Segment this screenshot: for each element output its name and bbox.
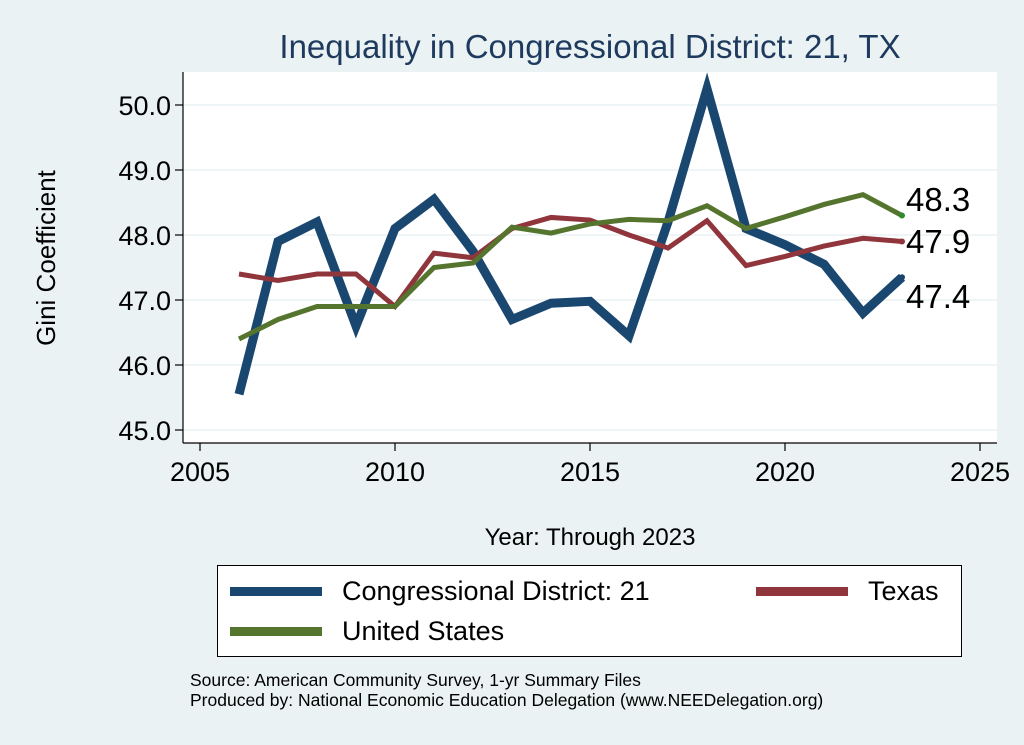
y-tick-label: 49.0 [118, 156, 171, 186]
x-axis-label: Year: Through 2023 [485, 524, 696, 551]
legend-label-texas: Texas [868, 576, 939, 606]
end-label-us: 48.3 [906, 181, 970, 218]
chart: 45.0 46.0 47.0 48.0 49.0 50.0 2005 2010 2015 2020… [31, 28, 1010, 551]
x-tick-label: 2015 [560, 457, 620, 487]
y-tick-label: 46.0 [118, 351, 171, 381]
x-tick-label: 2010 [365, 457, 425, 487]
chart-title: Inequality in Congressional District: 21… [279, 28, 900, 65]
legend-label-us: United States [342, 616, 505, 646]
plot-area [183, 72, 997, 443]
end-label-texas: 47.9 [906, 223, 970, 260]
source-note: Source: American Community Survey, 1-yr … [190, 670, 823, 710]
legend-item-district: Congressional District: 21 [230, 576, 650, 607]
end-point [899, 274, 905, 281]
series-line-us [237, 192, 904, 342]
end-point [899, 212, 905, 219]
legend-swatch-us [230, 627, 322, 636]
x-tick-label: 2005 [170, 457, 230, 487]
source-line-2: Produced by: National Economic Education… [190, 690, 824, 710]
x-tick-label: 2020 [755, 457, 815, 487]
y-tick-label: 45.0 [118, 416, 171, 446]
x-tick-label: 2025 [950, 457, 1010, 487]
end-label-district: 47.4 [906, 278, 970, 315]
legend-swatch-district [230, 587, 322, 596]
y-tick-label: 50.0 [118, 91, 171, 121]
y-axis-label: Gini Coefficient [31, 169, 61, 346]
legend-item-us: United States [230, 616, 504, 647]
legend-label-district: Congressional District: 21 [342, 576, 650, 606]
end-point [899, 238, 905, 245]
legend-swatch-texas [756, 587, 848, 596]
legend-item-texas: Texas [756, 576, 939, 607]
y-tick-label: 47.0 [118, 286, 171, 316]
legend: Congressional District: 21 Texas United … [217, 565, 962, 657]
source-line-1: Source: American Community Survey, 1-yr … [190, 670, 641, 690]
y-tick-label: 48.0 [118, 221, 171, 251]
series-line-texas [238, 214, 903, 311]
